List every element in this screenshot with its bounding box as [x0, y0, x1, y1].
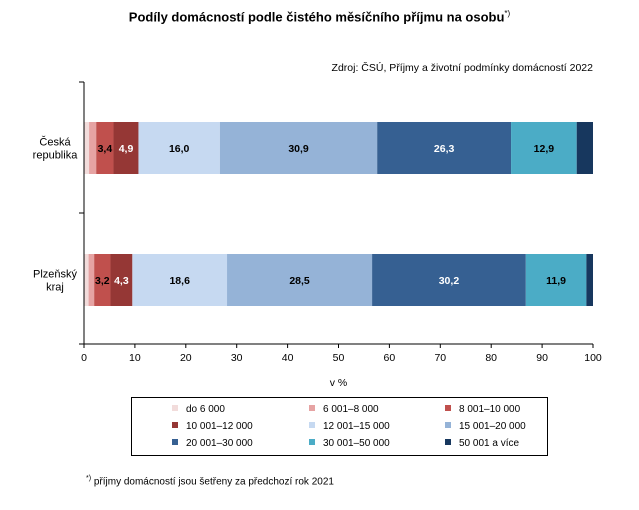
legend-item: 8 001–10 000: [445, 404, 520, 416]
category-label: Plzeňský: [33, 269, 78, 281]
legend-swatch: [309, 405, 315, 411]
chart-title: Podíly domácností podle čistého měsíčníh…: [0, 9, 639, 24]
bar-segment: [113, 122, 139, 174]
legend-item: 6 001–8 000: [309, 404, 379, 416]
x-tick-label: 50: [333, 352, 345, 364]
legend-swatch: [172, 405, 178, 411]
data-label: 30,2: [439, 275, 460, 287]
bar-segment: [377, 122, 512, 174]
bar-segment: [94, 254, 111, 306]
footnote-mark: *): [86, 475, 92, 482]
legend-label: 8 001–10 000: [459, 404, 521, 415]
data-label: 28,5: [289, 275, 310, 287]
bar-segment: [586, 254, 593, 306]
title-footnote-mark: *): [504, 9, 511, 18]
footnote-text: příjmy domácností jsou šetřeny za předch…: [91, 476, 334, 488]
bar-segment: [227, 254, 373, 306]
data-label: 12,9: [534, 143, 555, 155]
footnote: *) příjmy domácností jsou šetřeny za pře…: [86, 475, 334, 487]
category-label: republika: [33, 150, 79, 162]
legend: do 6 000 6 001–8 000 8 001–10 000 10 001–12…: [131, 397, 548, 456]
bar-segment: [511, 122, 577, 174]
data-label: 4,9: [119, 143, 134, 155]
legend-label: 6 001–8 000: [323, 404, 379, 415]
x-tick-label: 70: [434, 352, 446, 364]
legend-item: 12 001–15 000: [309, 421, 390, 433]
data-label: 18,6: [169, 275, 190, 287]
bar-segment: [219, 122, 378, 174]
chart-source: Zdroj: ČSÚ, Příjmy a životní podmínky do…: [331, 62, 593, 74]
legend-swatch: [172, 422, 178, 428]
data-label: 16,0: [169, 143, 190, 155]
bar-segment: [372, 254, 526, 306]
legend-swatch: [309, 439, 315, 445]
bar-segment: [84, 254, 89, 306]
legend-label: 12 001–15 000: [323, 421, 390, 432]
legend-label: 20 001–30 000: [186, 438, 253, 449]
data-label: 3,2: [95, 275, 110, 287]
legend-label: 30 001–50 000: [323, 438, 390, 449]
x-tick-label: 20: [180, 352, 192, 364]
bar-segment: [89, 122, 97, 174]
bar-segment: [132, 254, 228, 306]
legend-label: 15 001–20 000: [459, 421, 526, 432]
x-tick-label: 40: [282, 352, 294, 364]
legend-item: 10 001–12 000: [172, 421, 253, 433]
bar-segment: [525, 254, 587, 306]
legend-swatch: [445, 405, 451, 411]
x-tick-label: 60: [384, 352, 396, 364]
x-tick-label: 100: [584, 352, 602, 364]
data-label: 4,3: [114, 275, 129, 287]
legend-item: 20 001–30 000: [172, 438, 253, 450]
legend-swatch: [445, 422, 451, 428]
legend-label: 10 001–12 000: [186, 421, 253, 432]
data-label: 30,9: [288, 143, 309, 155]
x-tick-label: 90: [536, 352, 548, 364]
legend-item: do 6 000: [172, 404, 225, 416]
data-label: 11,9: [546, 275, 566, 287]
bar-segment: [576, 122, 593, 174]
category-label: kraj: [46, 282, 64, 294]
x-tick-label: 80: [485, 352, 497, 364]
legend-swatch: [309, 422, 315, 428]
bar-segment: [110, 254, 133, 306]
legend-label: do 6 000: [186, 404, 225, 415]
x-tick-label: 10: [129, 352, 141, 364]
bar-segment: [96, 122, 114, 174]
legend-item: 15 001–20 000: [445, 421, 526, 433]
bar-segment: [88, 254, 95, 306]
legend-swatch: [445, 439, 451, 445]
x-tick-label: 30: [231, 352, 243, 364]
chart-title-text: Podíly domácností podle čistého měsíčníh…: [128, 9, 505, 25]
x-tick-label: 0: [81, 352, 87, 364]
legend-item: 50 001 a více: [445, 438, 519, 450]
legend-swatch: [172, 439, 178, 445]
bar-segment: [138, 122, 220, 174]
data-label: 3,4: [98, 143, 113, 155]
category-label: Česká: [39, 136, 71, 149]
data-label: 26,3: [434, 143, 455, 155]
legend-label: 50 001 a více: [459, 438, 520, 449]
legend-item: 30 001–50 000: [309, 438, 390, 450]
bar-segment: [84, 122, 90, 174]
x-axis-title: v %: [330, 377, 348, 389]
